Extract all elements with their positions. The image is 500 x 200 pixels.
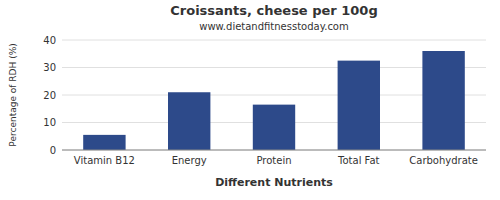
x-tick-label: Carbohydrate: [409, 155, 478, 166]
bar: [338, 61, 380, 150]
x-tick-label: Protein: [256, 155, 291, 166]
bars: [83, 51, 465, 150]
y-tick-label: 20: [43, 90, 56, 101]
x-tick-label: Total Fat: [337, 155, 379, 166]
title: Croissants, cheese per 100g: [170, 3, 377, 18]
bar: [83, 135, 125, 150]
x-tick-label: Vitamin B12: [74, 155, 135, 166]
y-axis: 0 10 20 30 40: [43, 35, 486, 156]
x-axis-line: [62, 150, 486, 151]
x-axis: Vitamin B12 Energy Protein Total Fat Carbohy…: [74, 155, 478, 166]
bar: [253, 105, 295, 150]
grid-line: [62, 40, 486, 41]
y-axis-label: Percentage of RDH (%): [8, 43, 18, 146]
subtitle: www.dietandfitnesstoday.com: [199, 21, 348, 32]
chart-container: Croissants, cheese per 100g www.dietandfi…: [0, 0, 500, 200]
y-tick-label: 40: [43, 35, 56, 46]
grid-line: [62, 150, 486, 151]
y-tick-label: 0: [50, 145, 56, 156]
bar: [168, 92, 210, 150]
chart: Croissants, cheese per 100g www.dietandfi…: [0, 0, 500, 200]
y-tick-label: 10: [43, 117, 56, 128]
x-tick-label: Energy: [172, 155, 207, 166]
bar: [422, 51, 464, 150]
x-axis-label: Different Nutrients: [215, 176, 333, 189]
y-tick-label: 30: [43, 62, 56, 73]
